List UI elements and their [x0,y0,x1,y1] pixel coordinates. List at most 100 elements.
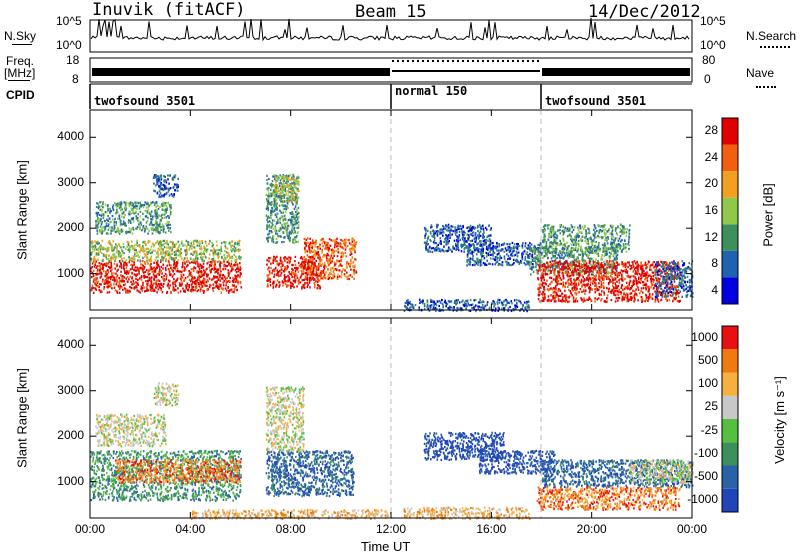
scatter-cell [439,308,441,311]
scatter-cell [208,242,210,246]
scatter-cell [192,285,195,288]
scatter-cell [534,252,536,255]
scatter-cell [109,226,111,229]
scatter-cell [554,252,556,255]
scatter-cell [329,244,332,247]
scatter-cell [284,189,286,193]
scatter-cell [159,174,162,177]
scatter-cell [272,203,274,206]
scatter-cell [351,245,354,248]
scatter-cell [98,247,100,250]
scatter-cell [136,205,139,208]
scatter-cell [155,266,158,269]
scatter-cell [595,251,597,255]
scatter-cell [578,253,580,256]
scatter-cell [125,277,127,280]
scatter-cell [478,232,481,235]
scatter-cell [233,291,235,294]
scatter-cell [110,283,112,286]
scatter-cell [199,290,202,293]
scatter-cell [432,306,435,309]
scatter-cell [564,270,567,273]
scatter-cell [168,174,171,177]
scatter-cell [612,259,615,262]
scatter-cell [160,248,162,251]
scatter-cell [492,252,495,255]
scatter-cell [159,221,161,224]
scatter-cell [130,217,133,220]
scatter-cell [461,226,464,229]
scatter-cell [290,194,292,197]
scatter-cell [293,236,296,239]
scatter-cell [150,210,153,213]
scatter-cell [171,275,174,278]
scatter-cell [95,205,98,208]
scatter-cell [110,265,113,268]
scatter-cell [435,230,437,233]
scatter-cell [307,272,310,276]
scatter-cell [516,260,519,264]
scatter-cell [270,217,273,220]
scatter-cell [282,174,285,177]
scatter-cell [293,218,296,221]
scatter-cell [182,261,184,264]
scatter-cell [151,242,154,245]
scatter-cell [285,200,287,203]
scatter-cell [186,275,189,279]
scatter-cell [208,286,211,289]
scatter-cell [466,255,469,259]
scatter-cell [286,180,288,183]
scatter-cell [528,246,530,249]
scatter-cell [317,253,320,256]
scatter-cell [291,186,294,189]
scatter-cell [294,260,296,263]
scatter-cell [529,263,532,266]
scatter-cell [279,209,281,212]
scatter-cell [286,229,289,233]
scatter-cell [218,287,220,290]
scatter-cell [440,242,442,245]
scatter-cell [321,239,324,242]
scatter-cell [307,268,309,271]
scatter-cell [560,252,562,255]
scatter-cell [555,257,557,260]
scatter-cell [92,291,95,294]
scatter-cell [185,254,187,257]
scatter-cell [102,270,105,273]
scatter-cell [525,306,527,309]
scatter-cell [176,248,179,251]
scatter-cell [504,247,507,250]
scatter-cell [588,257,591,260]
scatter-cell [234,259,237,262]
scatter-cell [124,271,126,275]
scatter-cell [340,251,343,255]
scatter-cell [147,273,150,276]
scatter-cell [200,258,203,261]
scatter-cell [431,225,433,228]
scatter-cell [238,254,241,258]
scatter-cell [479,252,482,255]
scatter-cell [284,187,286,190]
scatter-cell [104,211,107,214]
scatter-cell [501,248,504,251]
scatter-cell [469,245,471,248]
scatter-cell [555,252,557,255]
scatter-cell [266,200,269,203]
scatter-cell [493,305,495,308]
scatter-cell [236,242,239,245]
scatter-cell [468,309,470,312]
scatter-cell [267,283,269,286]
scatter-cell [325,265,328,268]
scatter-cell [109,211,111,214]
scatter-cell [616,270,618,273]
scatter-cell [354,251,356,254]
scatter-cell [463,230,465,233]
scatter-cell [310,273,313,276]
scatter-cell [498,243,500,246]
scatter-cell [164,279,166,282]
scatter-cell [290,220,293,223]
scatter-cell [228,271,231,274]
cpid-strip [89,83,692,109]
scatter-cell [496,245,499,248]
scatter-cell [473,299,475,302]
